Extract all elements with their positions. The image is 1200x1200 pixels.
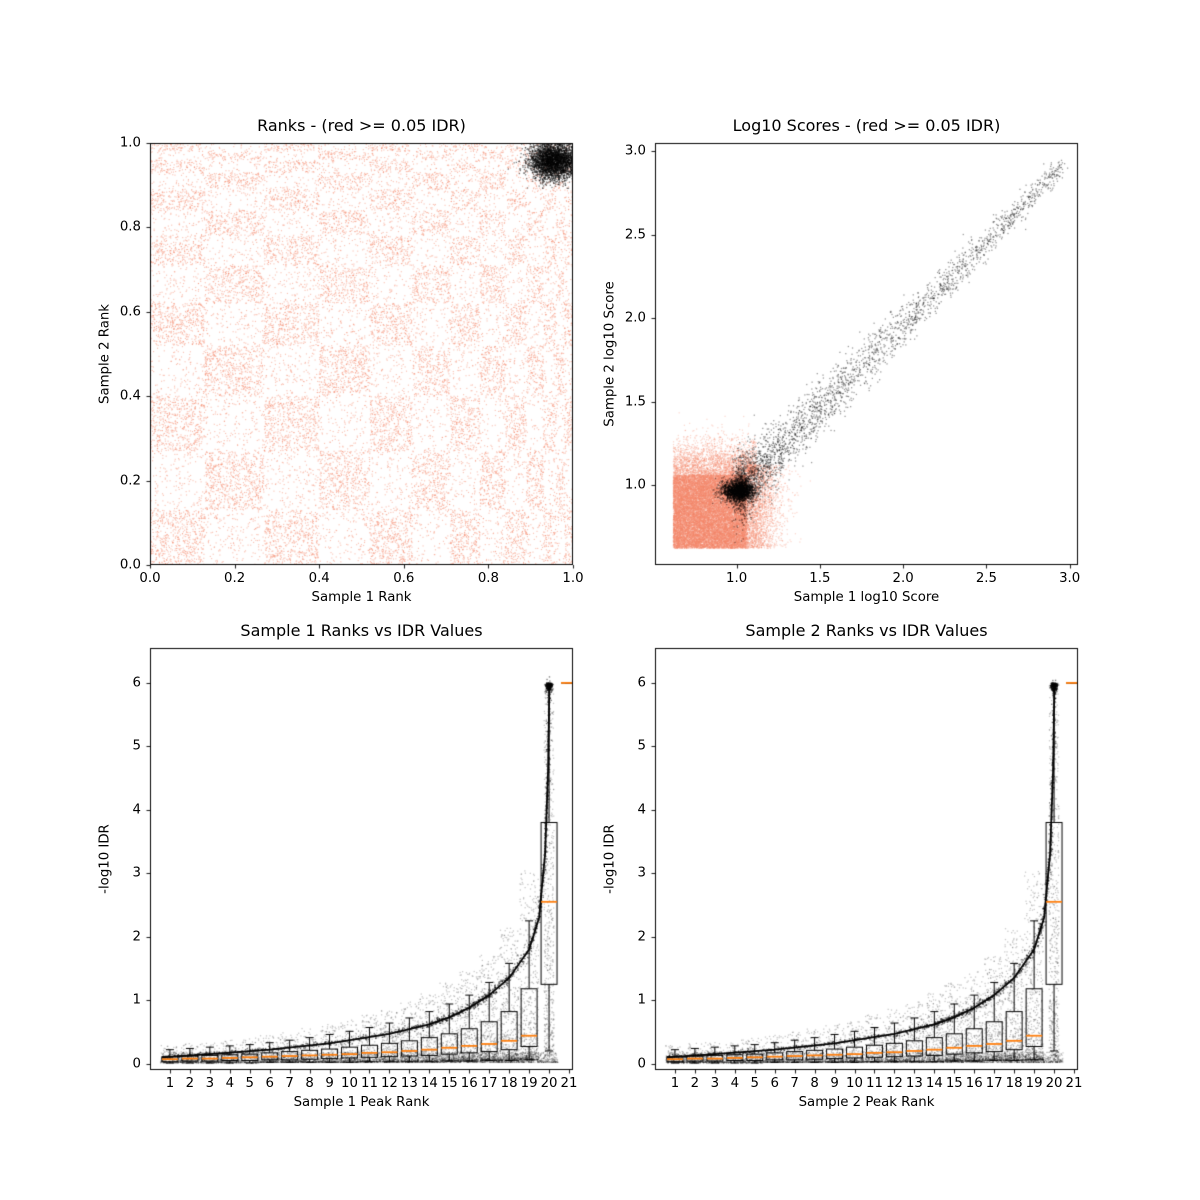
- y-axis-label-sample2-log10-score: Sample 2 log10 Score: [602, 281, 618, 427]
- y-axis-label-neg-log10-idr-1: -log10 IDR: [97, 824, 113, 894]
- x-tick-label: 10: [846, 1076, 863, 1091]
- x-tick-label: 18: [1005, 1076, 1023, 1091]
- x-axis-label-sample1-rank: Sample 1 Rank: [311, 590, 412, 605]
- x-tick-label: 12: [380, 1076, 398, 1091]
- y-tick-label: 4: [132, 802, 141, 818]
- x-tick-label: 1.0: [562, 571, 584, 586]
- log10-scores-plot-canvas: [647, 135, 1086, 573]
- ranks-plot-canvas: [142, 135, 581, 573]
- x-tick-label: 10: [341, 1076, 358, 1091]
- subplot-ranks: Ranks - (red >= 0.05 IDR) Sample 1 Rank …: [98, 116, 584, 605]
- x-tick-label: 3.0: [1059, 571, 1081, 586]
- x-tick-label: 17: [985, 1076, 1003, 1091]
- y-tick-label: 2: [637, 929, 646, 945]
- y-tick-label: 1: [132, 992, 141, 1008]
- subplot-log10-scores: Log10 Scores - (red >= 0.05 IDR) Sample …: [603, 116, 1086, 605]
- y-tick-label: 0.4: [119, 388, 141, 404]
- x-tick-label: 15: [945, 1076, 963, 1091]
- x-axis-label-sample1-log10-score: Sample 1 log10 Score: [793, 590, 940, 605]
- y-tick-label: 0.8: [119, 219, 141, 235]
- y-tick-label: 0: [132, 1055, 141, 1071]
- x-tick-label: 16: [460, 1076, 478, 1091]
- x-tick-label: 9: [830, 1076, 839, 1091]
- y-tick-label: 3.0: [624, 143, 646, 159]
- x-tick-label: 6: [265, 1076, 274, 1091]
- x-tick-label: 0.8: [477, 571, 499, 586]
- y-tick-label: 1.5: [624, 393, 646, 409]
- x-tick-label: 9: [325, 1076, 334, 1091]
- y-tick-label: 1: [637, 992, 646, 1008]
- x-tick-label: 15: [440, 1076, 458, 1091]
- x-tick-label: 19: [520, 1076, 538, 1091]
- x-tick-label: 20: [1045, 1076, 1063, 1091]
- x-tick-label: 1.5: [809, 571, 831, 586]
- subplot-sample2-rank-idr: Sample 2 Ranks vs IDR Values Sample 2 Pe…: [603, 621, 1086, 1110]
- x-tick-label: 8: [810, 1076, 819, 1091]
- y-tick-label: 2.5: [624, 227, 646, 243]
- x-tick-label: 3: [205, 1076, 215, 1091]
- x-tick-label: 2: [185, 1076, 195, 1091]
- x-tick-label: 1: [165, 1076, 175, 1091]
- x-tick-label: 21: [560, 1076, 578, 1091]
- x-tick-label: 0.4: [308, 571, 330, 586]
- x-tick-label: 21: [1065, 1076, 1083, 1091]
- y-tick-label: 1.0: [624, 477, 646, 493]
- x-axis-label-sample1-peak-rank: Sample 1 Peak Rank: [293, 1095, 430, 1110]
- x-tick-label: 20: [540, 1076, 558, 1091]
- x-tick-label: 1.0: [726, 571, 748, 586]
- x-tick-label: 0.2: [224, 571, 246, 586]
- x-tick-label: 19: [1025, 1076, 1043, 1091]
- x-tick-label: 18: [500, 1076, 518, 1091]
- x-tick-label: 4: [730, 1076, 740, 1091]
- x-tick-label: 3: [710, 1076, 720, 1091]
- y-tick-label: 5: [132, 738, 141, 754]
- y-axis-label-sample2-rank: Sample 2 Rank: [97, 304, 113, 404]
- x-axis-label-sample2-peak-rank: Sample 2 Peak Rank: [798, 1095, 935, 1110]
- x-tick-label: 13: [400, 1076, 418, 1091]
- plot-title-log10-scores: Log10 Scores - (red >= 0.05 IDR): [732, 116, 1001, 135]
- y-tick-label: 2.0: [624, 310, 646, 326]
- y-tick-label: 0.6: [119, 304, 141, 320]
- x-tick-label: 14: [925, 1076, 943, 1091]
- y-axis-label-neg-log10-idr-2: -log10 IDR: [602, 824, 618, 894]
- x-tick-label: 7: [790, 1076, 799, 1091]
- x-tick-label: 12: [885, 1076, 903, 1091]
- y-tick-label: 5: [637, 738, 646, 754]
- x-tick-label: 11: [361, 1076, 378, 1091]
- x-tick-label: 17: [480, 1076, 498, 1091]
- x-tick-label: 2: [690, 1076, 700, 1091]
- y-tick-label: 1.0: [119, 135, 141, 151]
- y-tick-label: 2: [132, 929, 141, 945]
- y-tick-label: 4: [637, 802, 646, 818]
- x-tick-label: 8: [305, 1076, 314, 1091]
- y-tick-label: 0.0: [119, 557, 141, 573]
- plot-title-sample1-rank-idr: Sample 1 Ranks vs IDR Values: [240, 621, 483, 640]
- y-tick-label: 6: [637, 675, 646, 691]
- plot-title-ranks: Ranks - (red >= 0.05 IDR): [257, 116, 466, 135]
- plot-title-sample2-rank-idr: Sample 2 Ranks vs IDR Values: [745, 621, 988, 640]
- x-tick-label: 5: [750, 1076, 759, 1091]
- x-tick-label: 5: [245, 1076, 254, 1091]
- x-tick-label: 14: [420, 1076, 438, 1091]
- y-tick-label: 0: [637, 1055, 646, 1071]
- x-tick-label: 6: [770, 1076, 779, 1091]
- x-tick-label: 1: [670, 1076, 680, 1091]
- x-tick-label: 16: [965, 1076, 983, 1091]
- x-tick-label: 13: [905, 1076, 923, 1091]
- y-tick-label: 3: [637, 865, 646, 881]
- x-tick-label: 0.0: [139, 571, 161, 586]
- subplot-sample1-rank-idr: Sample 1 Ranks vs IDR Values Sample 1 Pe…: [98, 621, 581, 1110]
- y-tick-label: 6: [132, 675, 141, 691]
- x-tick-label: 11: [866, 1076, 883, 1091]
- y-tick-label: 3: [132, 865, 141, 881]
- sample2-rank-idr-canvas: [647, 640, 1086, 1078]
- x-tick-label: 0.6: [393, 571, 415, 586]
- y-tick-label: 0.2: [119, 472, 141, 488]
- x-tick-label: 7: [285, 1076, 294, 1091]
- sample1-rank-idr-canvas: [142, 640, 581, 1078]
- x-tick-label: 2.5: [975, 571, 997, 586]
- x-tick-label: 2.0: [892, 571, 914, 586]
- x-tick-label: 4: [225, 1076, 235, 1091]
